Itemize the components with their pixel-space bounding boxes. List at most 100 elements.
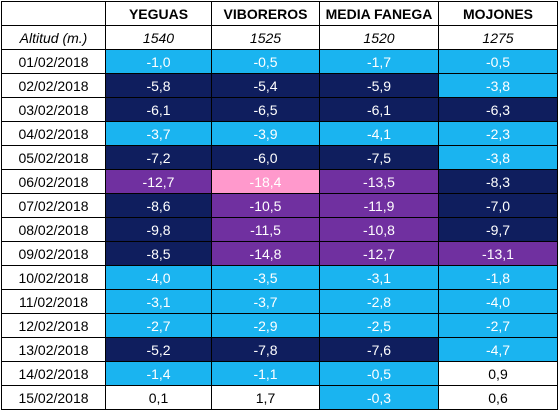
table-row: 08/02/2018 -9,8 -11,5 -10,8 -9,7 xyxy=(1,217,558,242)
temperature-cell: -2,5 xyxy=(319,313,439,338)
header-station-yeguas: YEGUAS xyxy=(105,1,212,26)
date-cell: 15/02/2018 xyxy=(1,385,106,410)
date-cell: 05/02/2018 xyxy=(1,145,106,170)
date-cell: 03/02/2018 xyxy=(1,97,106,122)
header-station-media-fanega: MEDIA FANEGA xyxy=(319,1,439,26)
date-cell: 09/02/2018 xyxy=(1,241,106,266)
temperature-cell: -8,3 xyxy=(438,169,558,194)
date-cell: 04/02/2018 xyxy=(1,121,106,146)
temperature-cell: -3,9 xyxy=(211,121,320,146)
altitude-label: Altitud (m.) xyxy=(1,25,106,50)
table-body: Altitud (m.) 1540 1525 1520 1275 01/02/2… xyxy=(1,25,558,410)
temperature-cell: -3,5 xyxy=(211,265,320,290)
table-row: 09/02/2018 -8,5 -14,8 -12,7 -13,1 xyxy=(1,241,558,266)
temperature-cell: -10,5 xyxy=(211,193,320,218)
temperature-cell: -5,2 xyxy=(105,337,212,362)
temperature-cell: -3,7 xyxy=(105,121,212,146)
temperature-cell: -6,1 xyxy=(105,97,212,122)
altitude-value: 1520 xyxy=(319,25,439,50)
temperature-cell: -3,8 xyxy=(438,145,558,170)
temperature-cell: -6,0 xyxy=(211,145,320,170)
temperature-cell: 0,1 xyxy=(105,385,212,410)
temperature-cell: -13,5 xyxy=(319,169,439,194)
date-cell: 08/02/2018 xyxy=(1,217,106,242)
temperature-cell: -10,8 xyxy=(319,217,439,242)
altitude-value: 1525 xyxy=(211,25,320,50)
temperature-cell: -9,8 xyxy=(105,217,212,242)
temperature-cell: -0,3 xyxy=(319,385,439,410)
altitude-row: Altitud (m.) 1540 1525 1520 1275 xyxy=(1,25,558,50)
date-cell: 10/02/2018 xyxy=(1,265,106,290)
header-corner xyxy=(1,1,106,26)
table-row: 05/02/2018 -7,2 -6,0 -7,5 -3,8 xyxy=(1,145,558,170)
temperature-cell: 1,7 xyxy=(211,385,320,410)
altitude-value: 1540 xyxy=(105,25,212,50)
table-row: 11/02/2018 -3,1 -3,7 -2,8 -4,0 xyxy=(1,289,558,314)
table-row: 07/02/2018 -8,6 -10,5 -11,9 -7,0 xyxy=(1,193,558,218)
temperature-cell: -4,0 xyxy=(105,265,212,290)
temperature-cell: -6,5 xyxy=(211,97,320,122)
temperature-cell: -4,7 xyxy=(438,337,558,362)
date-cell: 06/02/2018 xyxy=(1,169,106,194)
temperature-cell: -2,9 xyxy=(211,313,320,338)
temperature-cell: -1,0 xyxy=(105,49,212,74)
altitude-value: 1275 xyxy=(438,25,558,50)
temperature-cell: -4,1 xyxy=(319,121,439,146)
temperature-cell: -6,3 xyxy=(438,97,558,122)
temperature-cell: -5,4 xyxy=(211,73,320,98)
date-cell: 12/02/2018 xyxy=(1,313,106,338)
temperature-cell: -12,7 xyxy=(105,169,212,194)
temperature-cell: -6,1 xyxy=(319,97,439,122)
temperature-cell: -11,5 xyxy=(211,217,320,242)
table-row: 01/02/2018 -1,0 -0,5 -1,7 -0,5 xyxy=(1,49,558,74)
table-row: 14/02/2018 -1,4 -1,1 -0,5 0,9 xyxy=(1,361,558,386)
temperature-cell: -0,5 xyxy=(438,49,558,74)
temperature-cell: -5,8 xyxy=(105,73,212,98)
header-station-viboreros: VIBOREROS xyxy=(211,1,320,26)
temperature-cell: -18,4 xyxy=(211,169,320,194)
temperature-cell: -0,5 xyxy=(211,49,320,74)
temperature-cell: -3,1 xyxy=(105,289,212,314)
temperature-cell: -7,8 xyxy=(211,337,320,362)
date-cell: 07/02/2018 xyxy=(1,193,106,218)
table-row: 06/02/2018 -12,7 -18,4 -13,5 -8,3 xyxy=(1,169,558,194)
temperature-cell: -7,6 xyxy=(319,337,439,362)
temperature-cell: -2,3 xyxy=(438,121,558,146)
temperature-cell: -5,9 xyxy=(319,73,439,98)
temperature-cell: -3,7 xyxy=(211,289,320,314)
date-cell: 11/02/2018 xyxy=(1,289,106,314)
table-row: 10/02/2018 -4,0 -3,5 -3,1 -1,8 xyxy=(1,265,558,290)
temperature-cell: -3,8 xyxy=(438,73,558,98)
temperature-cell: -8,5 xyxy=(105,241,212,266)
temperature-cell: -2,7 xyxy=(105,313,212,338)
date-cell: 13/02/2018 xyxy=(1,337,106,362)
temperature-cell: 0,9 xyxy=(438,361,558,386)
temperature-cell: -1,7 xyxy=(319,49,439,74)
temperature-cell: -8,6 xyxy=(105,193,212,218)
temperature-cell: -7,5 xyxy=(319,145,439,170)
table-row: 04/02/2018 -3,7 -3,9 -4,1 -2,3 xyxy=(1,121,558,146)
temperature-cell: -7,2 xyxy=(105,145,212,170)
date-cell: 02/02/2018 xyxy=(1,73,106,98)
table-row: 02/02/2018 -5,8 -5,4 -5,9 -3,8 xyxy=(1,73,558,98)
header-station-mojones: MOJONES xyxy=(438,1,558,26)
temperature-cell: -7,0 xyxy=(438,193,558,218)
temperature-cell: -2,8 xyxy=(319,289,439,314)
temperature-cell: -1,1 xyxy=(211,361,320,386)
temperature-cell: -9,7 xyxy=(438,217,558,242)
temperature-cell: -1,8 xyxy=(438,265,558,290)
table-row: 13/02/2018 -5,2 -7,8 -7,6 -4,7 xyxy=(1,337,558,362)
temperature-cell: -11,9 xyxy=(319,193,439,218)
temperature-cell: -13,1 xyxy=(438,241,558,266)
date-cell: 14/02/2018 xyxy=(1,361,106,386)
header-row: YEGUAS VIBOREROS MEDIA FANEGA MOJONES xyxy=(1,1,558,26)
temperature-cell: -1,4 xyxy=(105,361,212,386)
temperature-cell: -3,1 xyxy=(319,265,439,290)
temperature-cell: -12,7 xyxy=(319,241,439,266)
temperature-cell: -14,8 xyxy=(211,241,320,266)
table-row: 12/02/2018 -2,7 -2,9 -2,5 -2,7 xyxy=(1,313,558,338)
temperature-cell: -0,5 xyxy=(319,361,439,386)
temperature-cell: -4,0 xyxy=(438,289,558,314)
temperature-cell: 0,6 xyxy=(438,385,558,410)
